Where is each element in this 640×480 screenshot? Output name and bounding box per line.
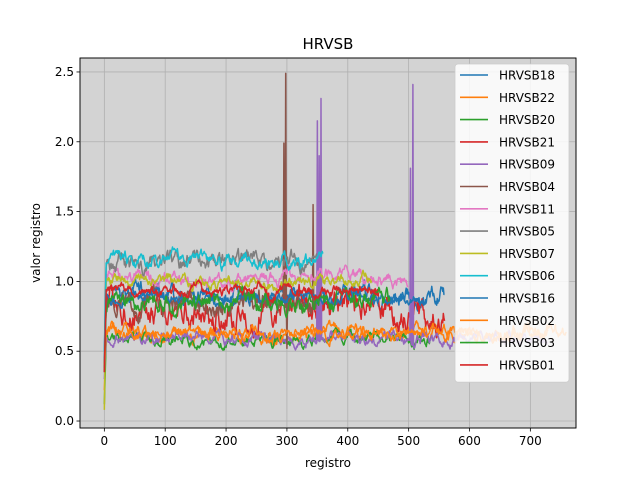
legend-label: HRVSB18 xyxy=(499,69,555,83)
legend-label: HRVSB01 xyxy=(499,358,555,372)
legend-label: HRVSB11 xyxy=(499,202,555,216)
legend-label: HRVSB21 xyxy=(499,135,555,149)
y-axis-ticks: 0.0 0.5 1.0 1.5 2.0 2.5 xyxy=(55,65,80,428)
x-tick-label: 700 xyxy=(519,434,542,448)
y-tick-label: 0.5 xyxy=(55,344,74,358)
legend-label: HRVSB16 xyxy=(499,292,555,306)
chart-title: HRVSB xyxy=(303,35,354,53)
legend-label: HRVSB20 xyxy=(499,113,555,127)
series-line-hrvsb01 xyxy=(103,279,379,373)
legend-label: HRVSB02 xyxy=(499,314,555,328)
x-axis-ticks: 0 100 200 300 400 500 600 700 xyxy=(101,428,542,448)
legend: HRVSB18 HRVSB22 HRVSB20 HRVSB21 HRVSB09 HRVSB… xyxy=(454,63,570,383)
y-axis-label: valor registro xyxy=(29,203,43,283)
legend-label: HRVSB09 xyxy=(499,158,555,172)
x-tick-label: 300 xyxy=(275,434,298,448)
legend-label: HRVSB06 xyxy=(499,269,555,283)
series-line-hrvsb06 xyxy=(103,246,324,352)
legend-box xyxy=(454,63,570,383)
x-axis-label: registro xyxy=(305,456,351,470)
y-tick-label: 2.0 xyxy=(55,135,74,149)
plot-frame xyxy=(79,57,577,429)
x-tick-label: 0 xyxy=(101,434,109,448)
legend-label: HRVSB22 xyxy=(499,91,555,105)
x-tick-label: 200 xyxy=(215,434,238,448)
legend-label: HRVSB05 xyxy=(499,225,555,239)
x-tick-label: 600 xyxy=(458,434,481,448)
y-tick-label: 1.0 xyxy=(55,274,74,288)
legend-label: HRVSB04 xyxy=(499,180,555,194)
series-line-hrvsb07 xyxy=(103,269,373,410)
y-tick-label: 0.0 xyxy=(55,414,74,428)
y-tick-label: 1.5 xyxy=(55,205,74,219)
x-tick-label: 400 xyxy=(336,434,359,448)
legend-label: HRVSB07 xyxy=(499,247,555,261)
legend-label: HRVSB03 xyxy=(499,336,555,350)
y-tick-label: 2.5 xyxy=(55,65,74,79)
x-tick-label: 500 xyxy=(397,434,420,448)
x-tick-label: 100 xyxy=(154,434,177,448)
